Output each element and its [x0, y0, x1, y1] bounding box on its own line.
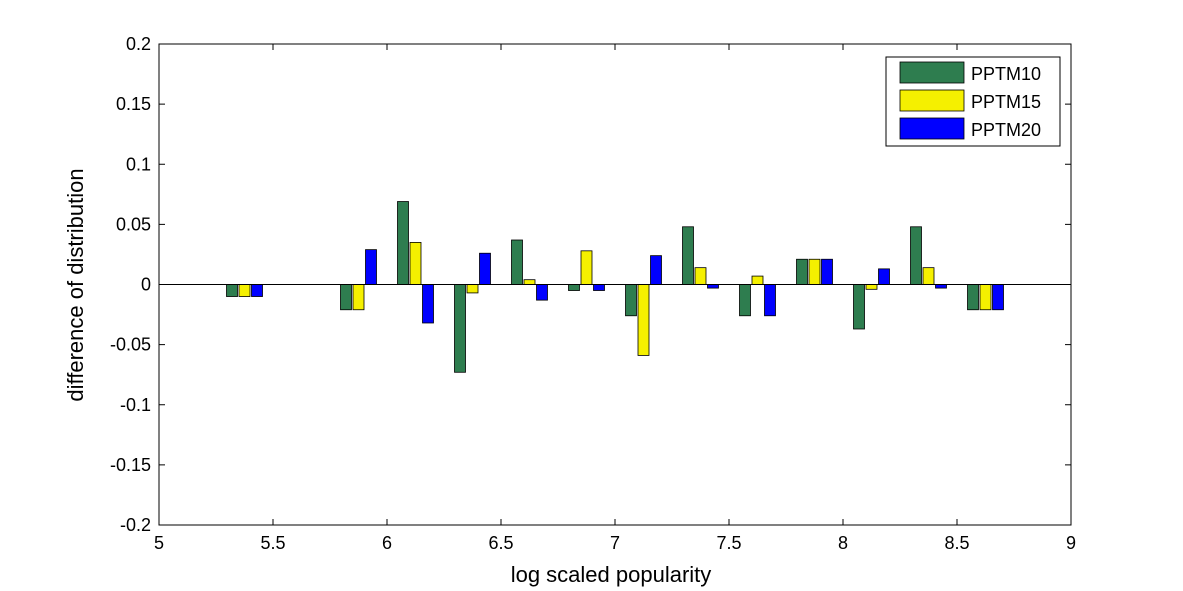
bar-pptm10-10	[853, 284, 865, 330]
legend: PPTM10 PPTM15 PPTM20	[885, 56, 1061, 147]
bar-pptm20-6	[650, 255, 662, 285]
bar-pptm15-10	[865, 284, 878, 290]
bar-pptm10-5	[568, 284, 580, 291]
x-tick-label: 6	[382, 533, 392, 553]
bar-pptm20-12	[992, 284, 1004, 311]
y-tick-label: -0.2	[120, 515, 151, 535]
bar-pptm10-9	[796, 258, 808, 285]
bar-pptm20-2	[422, 284, 434, 324]
bar-pptm15-3	[466, 284, 479, 294]
y-tick-label: 0	[141, 275, 151, 295]
legend-label-pptm15: PPTM15	[971, 92, 1041, 112]
bar-pptm20-1	[365, 249, 377, 285]
x-tick-label: 5	[154, 533, 164, 553]
x-tick-label: 7	[610, 533, 620, 553]
bar-pptm10-4	[511, 239, 523, 285]
bar-pptm10-8	[739, 284, 751, 317]
y-tick-label: 0.05	[116, 214, 151, 234]
bar-pptm20-11	[935, 284, 947, 289]
x-tick-label: 6.5	[488, 533, 513, 553]
x-tick-label: 7.5	[716, 533, 741, 553]
x-axis: 5 5.5 6 6.5 7 7.5 8 8.5 9	[154, 44, 1076, 553]
bar-pptm20-5	[593, 284, 605, 291]
legend-label-pptm10: PPTM10	[971, 64, 1041, 84]
bar-pptm10-6	[625, 284, 637, 317]
legend-swatch-pptm20	[899, 117, 965, 140]
x-tick-label: 9	[1066, 533, 1076, 553]
bar-pptm15-4	[523, 279, 536, 285]
y-tick-label: -0.15	[110, 455, 151, 475]
y-tick-label: 0.1	[126, 154, 151, 174]
bar-pptm10-11	[910, 226, 922, 285]
y-tick-label: 0.15	[116, 94, 151, 114]
x-axis-label: log scaled popularity	[511, 562, 712, 587]
bar-pptm20-8	[764, 284, 776, 317]
bar-pptm15-12	[979, 284, 992, 311]
bar-pptm10-2	[397, 201, 409, 285]
bar-pptm10-1	[340, 284, 352, 311]
bar-pptm15-11	[922, 267, 935, 285]
bar-pptm20-3	[479, 252, 491, 285]
y-tick-label: -0.1	[120, 395, 151, 415]
bar-pptm15-2	[409, 242, 422, 285]
legend-label-pptm20: PPTM20	[971, 120, 1041, 140]
bar-pptm20-10	[878, 268, 890, 285]
bar-pptm10-0	[226, 284, 238, 297]
bar-pptm15-5	[580, 250, 593, 285]
bar-pptm10-3	[454, 284, 466, 373]
x-tick-label: 8.5	[944, 533, 969, 553]
bar-pptm15-6	[637, 284, 650, 356]
y-axis: 0.2 0.15 0.1 0.05 0 -0.05 -0.1 -0.15 -0.2	[110, 34, 1071, 535]
bar-pptm20-9	[821, 258, 833, 285]
bar-pptm10-12	[967, 284, 979, 311]
bar-pptm10-7	[682, 226, 694, 285]
legend-swatch-pptm10	[899, 61, 965, 84]
bar-pptm20-0	[251, 284, 263, 297]
bar-pptm15-1	[352, 284, 365, 311]
bar-pptm20-4	[536, 284, 548, 301]
y-tick-label: -0.05	[110, 335, 151, 355]
y-axis-label: difference of distribution	[63, 168, 88, 401]
bar-pptm15-8	[751, 275, 764, 285]
bar-pptm15-7	[694, 267, 707, 285]
bar-pptm20-7	[707, 284, 719, 289]
x-tick-label: 8	[838, 533, 848, 553]
bar-pptm15-9	[808, 258, 821, 285]
legend-swatch-pptm15	[899, 89, 965, 112]
y-tick-label: 0.2	[126, 34, 151, 54]
x-tick-label: 5.5	[260, 533, 285, 553]
bar-pptm15-0	[238, 284, 251, 297]
